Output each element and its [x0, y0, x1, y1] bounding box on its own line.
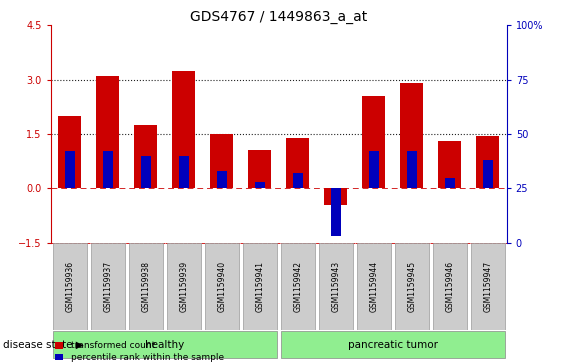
Title: GDS4767 / 1449863_a_at: GDS4767 / 1449863_a_at	[190, 11, 367, 24]
Bar	[141, 156, 151, 188]
Text: GSM1159940: GSM1159940	[217, 261, 226, 312]
Bar	[204, 243, 239, 330]
Bar	[128, 243, 163, 330]
Bar	[65, 151, 75, 188]
Text: GSM1159936: GSM1159936	[65, 261, 74, 312]
Bar	[471, 243, 505, 330]
Text: pancreatic tumor: pancreatic tumor	[348, 339, 437, 350]
Bar	[406, 151, 417, 188]
Text: GSM1159945: GSM1159945	[407, 261, 416, 312]
Bar	[293, 173, 303, 188]
Bar	[432, 243, 467, 330]
Bar	[172, 71, 195, 188]
Bar	[363, 96, 385, 188]
Bar	[438, 141, 461, 188]
Bar	[369, 151, 379, 188]
Bar	[254, 182, 265, 188]
Bar	[52, 243, 87, 330]
Bar	[319, 243, 353, 330]
Bar	[324, 188, 347, 205]
Text: GSM1159941: GSM1159941	[255, 261, 264, 312]
Text: disease state ▶: disease state ▶	[3, 339, 83, 350]
Text: GSM1159939: GSM1159939	[179, 261, 188, 312]
Bar	[286, 138, 309, 188]
Bar	[91, 243, 125, 330]
Bar	[248, 150, 271, 188]
Bar	[476, 136, 499, 188]
Text: GSM1159937: GSM1159937	[103, 261, 112, 312]
Bar	[58, 116, 81, 188]
Bar	[211, 134, 233, 188]
Bar	[178, 156, 189, 188]
Bar	[482, 160, 493, 188]
Bar	[96, 76, 119, 188]
Legend: transformed count, percentile rank within the sample: transformed count, percentile rank withi…	[55, 342, 224, 362]
Text: GSM1159938: GSM1159938	[141, 261, 150, 312]
Bar	[280, 243, 315, 330]
Bar	[52, 331, 277, 358]
Bar	[330, 188, 341, 236]
Bar	[400, 83, 423, 188]
Bar	[280, 331, 505, 358]
Text: GSM1159944: GSM1159944	[369, 261, 378, 312]
Bar	[356, 243, 391, 330]
Bar	[243, 243, 277, 330]
Bar	[395, 243, 429, 330]
Bar	[217, 171, 227, 188]
Text: healthy: healthy	[145, 339, 184, 350]
Bar	[167, 243, 201, 330]
Bar	[102, 151, 113, 188]
Text: GSM1159943: GSM1159943	[331, 261, 340, 312]
Text: GSM1159947: GSM1159947	[483, 261, 492, 312]
Text: GSM1159946: GSM1159946	[445, 261, 454, 312]
Text: GSM1159942: GSM1159942	[293, 261, 302, 312]
Bar	[134, 125, 157, 188]
Bar	[445, 178, 455, 188]
